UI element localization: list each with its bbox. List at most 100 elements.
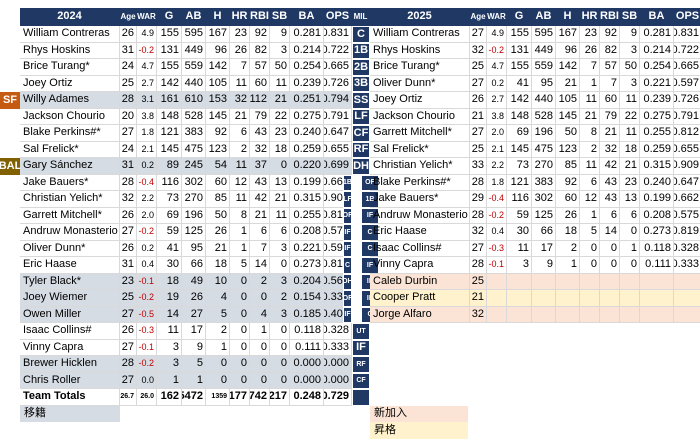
stat-cell: 25 bbox=[120, 290, 137, 307]
column-header: G bbox=[507, 8, 532, 26]
stat-cell: 50 bbox=[556, 125, 580, 142]
stat-cell: 3 bbox=[507, 257, 532, 274]
stat-cell: 26 bbox=[120, 323, 137, 340]
stat-cell: 595 bbox=[532, 26, 556, 43]
stat-cell: 6 bbox=[580, 174, 600, 191]
stat-cell: 528 bbox=[182, 108, 206, 125]
stat-cell: 11 bbox=[270, 75, 290, 92]
stat-cell: 0.000 bbox=[290, 356, 324, 373]
stat-cell: 11 bbox=[157, 323, 182, 340]
empty-cell bbox=[600, 273, 620, 290]
stat-cell: 3 bbox=[270, 42, 290, 59]
stat-cell: 11 bbox=[580, 158, 600, 175]
position-label: LF bbox=[343, 191, 352, 208]
player-name: Garrett Mitchell* bbox=[20, 207, 120, 224]
stat-cell: 0.275 bbox=[290, 108, 324, 125]
stat-cell: 3 bbox=[620, 42, 640, 59]
stat-cell: 27 bbox=[120, 306, 137, 323]
stat-cell: 27 bbox=[470, 125, 487, 142]
stat-cell: 9 bbox=[532, 257, 556, 274]
empty-cell bbox=[556, 273, 580, 290]
stat-cell: 13 bbox=[270, 174, 290, 191]
stat-cell: 0 bbox=[230, 356, 250, 373]
position-label: OF bbox=[343, 290, 352, 307]
stat-cell: 3 bbox=[270, 273, 290, 290]
stat-cell: 13 bbox=[620, 191, 640, 208]
stat-cell: 32 bbox=[470, 306, 487, 323]
stat-cell: 21 bbox=[270, 191, 290, 208]
position-label: 1B bbox=[343, 174, 352, 191]
stat-cell: 31 bbox=[120, 158, 137, 175]
column-header: H bbox=[206, 8, 230, 26]
stat-cell: 2 bbox=[556, 240, 580, 257]
stat-cell: 66 bbox=[182, 257, 206, 274]
stat-cell: 11 bbox=[620, 92, 640, 109]
stat-cell: -0.1 bbox=[137, 273, 157, 290]
stat-cell: 1 bbox=[250, 323, 270, 340]
stat-cell: 0.655 bbox=[324, 141, 352, 158]
player-name: Sal Frelick* bbox=[20, 141, 120, 158]
stat-cell: 0.273 bbox=[640, 224, 674, 241]
stat-cell: 116 bbox=[157, 174, 182, 191]
stat-cell: 0 bbox=[250, 356, 270, 373]
player-name: Joey Wiemer bbox=[20, 290, 120, 307]
stat-cell: 9 bbox=[182, 339, 206, 356]
stat-cell: 30 bbox=[507, 224, 532, 241]
stat-cell: 4 bbox=[206, 290, 230, 307]
position-label: C bbox=[343, 257, 352, 274]
player-name: William Contreras bbox=[20, 26, 120, 43]
stat-cell: 0.185 bbox=[290, 306, 324, 323]
empty-cell bbox=[674, 273, 700, 290]
stat-cell: 0.328 bbox=[674, 241, 700, 257]
stat-cell: 59 bbox=[157, 224, 182, 241]
stat-cell: -0.4 bbox=[487, 191, 507, 208]
stat-cell: 105 bbox=[556, 92, 580, 109]
empty-cell bbox=[487, 290, 507, 307]
stat-cell: 0 bbox=[230, 306, 250, 323]
position-label: IF bbox=[343, 306, 352, 323]
stat-cell: 2 bbox=[230, 141, 250, 158]
stat-cell: 302 bbox=[182, 174, 206, 191]
stat-cell: 0 bbox=[620, 257, 640, 274]
stat-cell: 4.9 bbox=[487, 26, 507, 43]
team-total: 1359 bbox=[206, 389, 230, 406]
stat-cell: 89 bbox=[157, 158, 182, 175]
stat-cell: -0.3 bbox=[137, 323, 157, 340]
position-label: RF bbox=[352, 141, 370, 158]
stat-cell: 2.7 bbox=[137, 75, 157, 92]
stat-cell: 60 bbox=[206, 174, 230, 191]
stat-cell: -0.2 bbox=[487, 207, 507, 224]
stat-cell: 7 bbox=[250, 240, 270, 257]
stat-cell: 33 bbox=[470, 158, 487, 175]
stat-cell: 0 bbox=[230, 372, 250, 389]
stat-cell: 0.255 bbox=[640, 125, 674, 142]
stat-cell: 0.254 bbox=[640, 59, 674, 76]
column-header: G bbox=[157, 8, 182, 26]
stat-cell: 31 bbox=[120, 42, 137, 59]
stat-cell: 123 bbox=[556, 141, 580, 158]
stat-cell: 0.221 bbox=[640, 75, 674, 92]
player-name: Cooper Pratt bbox=[370, 290, 470, 307]
stat-cell: 12 bbox=[580, 191, 600, 208]
stat-cell: 37 bbox=[250, 158, 270, 175]
stat-cell: 43 bbox=[600, 191, 620, 208]
stat-cell: -0.5 bbox=[137, 306, 157, 323]
stat-cell: -0.4 bbox=[137, 174, 157, 191]
stat-cell: 0.111 bbox=[640, 257, 674, 274]
stat-cell: 96 bbox=[556, 42, 580, 59]
stat-cell: 14 bbox=[250, 257, 270, 274]
stat-cell: 0.722 bbox=[324, 42, 352, 59]
stat-cell: 26 bbox=[182, 290, 206, 307]
stat-cell: 0.259 bbox=[640, 141, 674, 158]
stat-cell: 2.1 bbox=[487, 141, 507, 158]
stat-cell: 0.000 bbox=[324, 356, 352, 373]
stat-cell: 0.831 bbox=[324, 26, 352, 43]
stat-cell: 0.575 bbox=[674, 208, 700, 224]
stat-cell: 50 bbox=[206, 207, 230, 224]
stat-cell: 2.7 bbox=[487, 92, 507, 109]
stat-cell: 11 bbox=[270, 207, 290, 224]
column-header: H bbox=[556, 8, 580, 26]
stat-cell: -0.1 bbox=[487, 257, 507, 274]
column-header: BA bbox=[640, 8, 674, 26]
empty-cell bbox=[620, 306, 640, 323]
